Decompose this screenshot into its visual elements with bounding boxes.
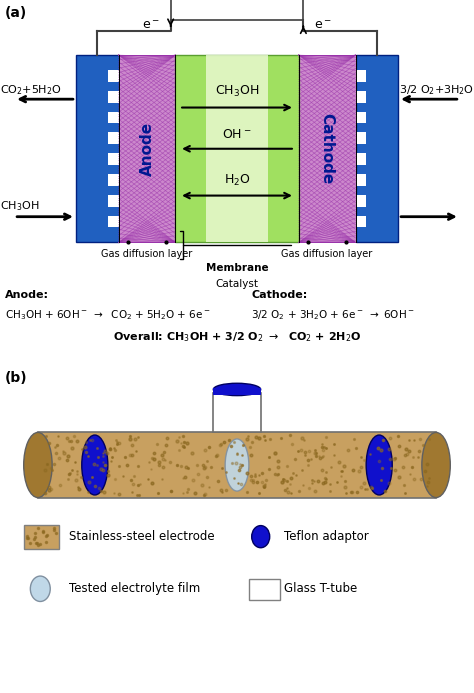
Bar: [108, 216, 118, 227]
Bar: [38, 432, 436, 498]
Text: Glass T-tube: Glass T-tube: [284, 582, 358, 595]
Ellipse shape: [82, 435, 108, 495]
Bar: [213, 394, 261, 432]
Text: e$^-$: e$^-$: [314, 19, 332, 32]
Bar: [299, 55, 356, 243]
Text: Cathode: Cathode: [319, 113, 335, 184]
Bar: [108, 174, 118, 186]
Ellipse shape: [213, 383, 261, 396]
Bar: [108, 132, 118, 144]
Text: Gas diffusion layer: Gas diffusion layer: [282, 249, 373, 259]
Bar: [76, 55, 118, 243]
Text: Catalyst: Catalyst: [216, 279, 258, 289]
Bar: [213, 389, 261, 395]
Bar: [356, 55, 398, 243]
Bar: [356, 91, 366, 103]
Bar: [108, 91, 118, 103]
Text: (b): (b): [5, 371, 27, 385]
Bar: [356, 112, 366, 123]
Ellipse shape: [422, 432, 450, 498]
Text: Cathode:: Cathode:: [251, 290, 308, 300]
Text: CO$_2$+5H$_2$O: CO$_2$+5H$_2$O: [0, 83, 62, 97]
Text: OH$^-$: OH$^-$: [222, 128, 252, 141]
Text: Membrane: Membrane: [206, 263, 268, 272]
Text: H$_2$O: H$_2$O: [224, 173, 250, 188]
Text: 3/2 O$_2$+3H$_2$O: 3/2 O$_2$+3H$_2$O: [399, 83, 474, 97]
Bar: [356, 132, 366, 144]
Bar: [356, 216, 366, 227]
Bar: [249, 579, 280, 600]
Text: e$^-$: e$^-$: [142, 19, 160, 32]
Ellipse shape: [366, 435, 392, 495]
Bar: [108, 153, 118, 165]
Text: Anode:: Anode:: [5, 290, 49, 300]
Ellipse shape: [225, 439, 249, 491]
Bar: [24, 525, 59, 549]
Bar: [356, 195, 366, 207]
Text: Anode: Anode: [139, 122, 155, 176]
Bar: [171, 0, 303, 20]
Bar: [356, 70, 366, 82]
Bar: [356, 174, 366, 186]
Bar: [206, 55, 268, 243]
Bar: [118, 55, 175, 243]
Text: CH$_3$OH: CH$_3$OH: [215, 85, 259, 100]
Text: Overall: CH$_3$OH + 3/2 O$_2$ $\rightarrow$  CO$_2$ + 2H$_2$O: Overall: CH$_3$OH + 3/2 O$_2$ $\rightarr…: [113, 331, 361, 344]
Ellipse shape: [30, 576, 50, 602]
Bar: [108, 112, 118, 123]
Text: Stainless-steel electrode: Stainless-steel electrode: [69, 530, 214, 543]
Text: Teflon adaptor: Teflon adaptor: [284, 530, 369, 543]
Ellipse shape: [24, 432, 52, 498]
Text: CH$_3$OH + 6OH$^-$ $\rightarrow$  CO$_2$ + 5H$_2$O + 6e$^-$: CH$_3$OH + 6OH$^-$ $\rightarrow$ CO$_2$ …: [5, 308, 210, 322]
Text: Gas diffusion layer: Gas diffusion layer: [101, 249, 192, 259]
Ellipse shape: [252, 525, 270, 547]
Bar: [108, 70, 118, 82]
Bar: [108, 195, 118, 207]
Bar: [356, 153, 366, 165]
Text: CH$_3$OH: CH$_3$OH: [0, 200, 39, 213]
Bar: [175, 55, 299, 243]
Text: (a): (a): [5, 6, 27, 19]
Text: 3/2 O$_2$ + 3H$_2$O + 6e$^-$ $\rightarrow$ 6OH$^-$: 3/2 O$_2$ + 3H$_2$O + 6e$^-$ $\rightarro…: [251, 308, 415, 322]
Text: Tested electrolyte film: Tested electrolyte film: [69, 582, 200, 595]
